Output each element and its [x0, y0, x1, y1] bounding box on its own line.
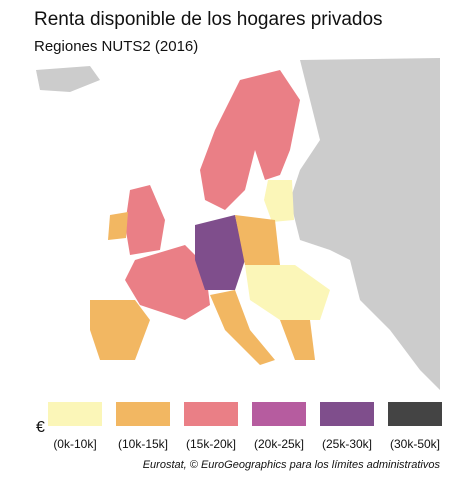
france	[125, 245, 210, 320]
legend-swatch	[252, 402, 306, 426]
legend-swatch	[116, 402, 170, 426]
legend: (0k-10k] (10k-15k] (15k-20k] (20k-25k] (25k-…	[48, 402, 442, 451]
poland	[235, 215, 280, 265]
legend-label: (30k-50k]	[390, 437, 440, 451]
non-eu-land	[290, 58, 440, 390]
title: Renta disponible de los hogares privados	[34, 9, 383, 30]
legend-label: (10k-15k]	[118, 437, 168, 451]
scandinavia	[200, 70, 300, 210]
germany	[195, 215, 245, 290]
subtitle: Regiones NUTS2 (2016)	[34, 38, 198, 55]
italy	[210, 290, 275, 365]
eastern-europe	[245, 265, 330, 320]
legend-label: (25k-30k]	[322, 437, 372, 451]
source: Eurostat, © EuroGeographics para los lím…	[143, 459, 441, 471]
iberia	[90, 300, 150, 360]
legend-swatch	[48, 402, 102, 426]
legend-label: (0k-10k]	[53, 437, 96, 451]
legend-label: (20k-25k]	[254, 437, 304, 451]
baltics	[264, 180, 294, 222]
iceland	[36, 66, 100, 92]
ireland	[108, 212, 128, 240]
legend-symbol: €	[36, 419, 45, 436]
britain	[125, 185, 165, 255]
legend-label: (15k-20k]	[186, 437, 236, 451]
legend-swatch	[320, 402, 374, 426]
legend-swatch	[184, 402, 238, 426]
greece	[280, 320, 315, 360]
legend-swatch	[388, 402, 442, 426]
map	[34, 57, 440, 390]
